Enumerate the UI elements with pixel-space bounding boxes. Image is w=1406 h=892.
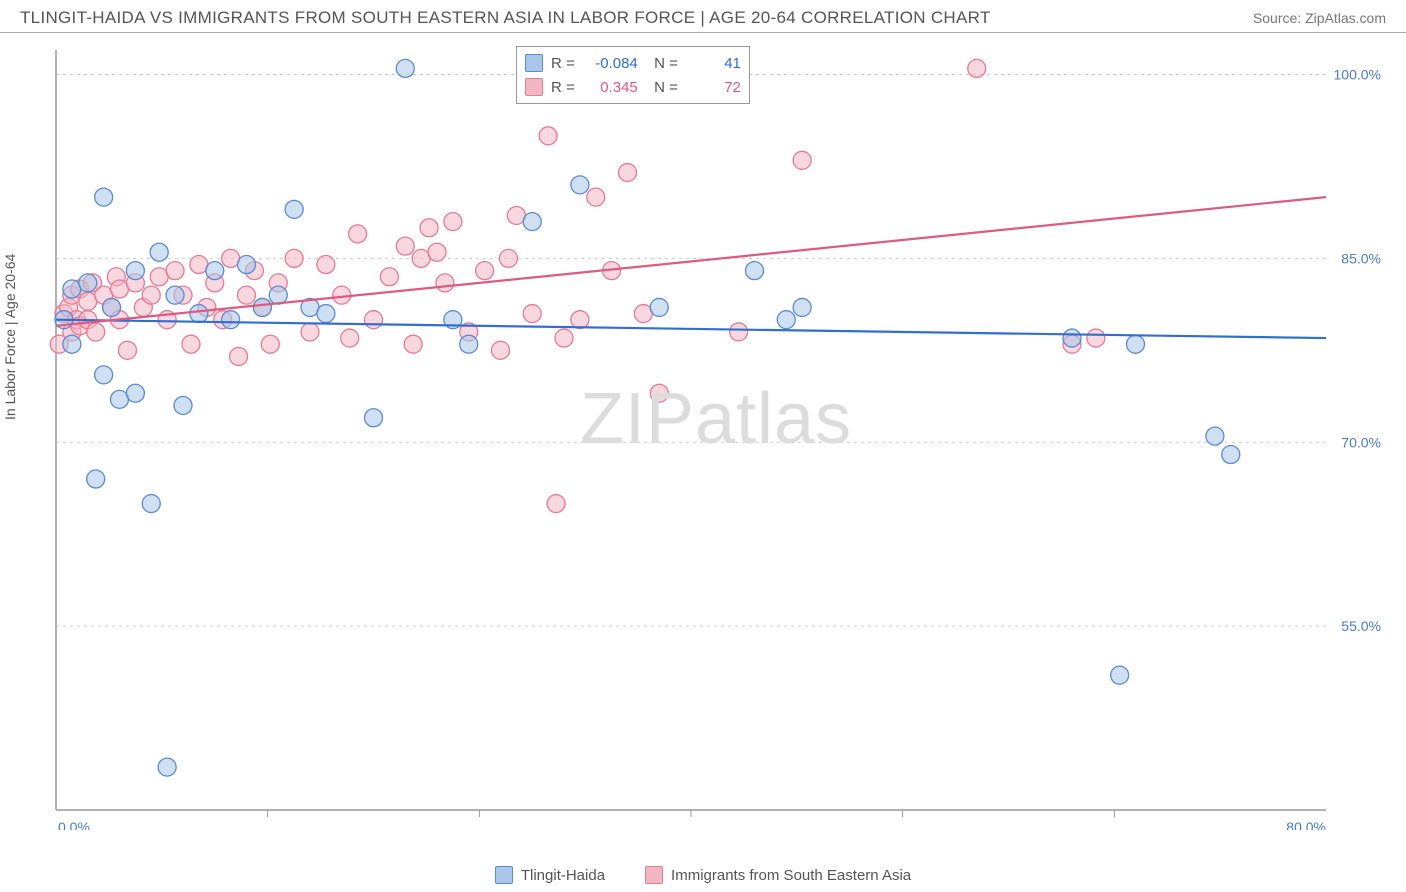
svg-text:80.0%: 80.0% bbox=[1286, 819, 1326, 830]
r-label: R = bbox=[551, 79, 575, 96]
stats-legend: R = -0.084 N = 41 R = 0.345 N = 72 bbox=[516, 46, 750, 104]
svg-text:100.0%: 100.0% bbox=[1334, 67, 1381, 83]
svg-text:55.0%: 55.0% bbox=[1341, 618, 1381, 634]
y-axis-label: In Labor Force | Age 20-64 bbox=[2, 254, 18, 420]
chart-source: Source: ZipAtlas.com bbox=[1253, 10, 1386, 26]
n-value-a: 41 bbox=[686, 55, 741, 72]
chart-header: TLINGIT-HAIDA VS IMMIGRANTS FROM SOUTH E… bbox=[0, 0, 1406, 33]
r-value-a: -0.084 bbox=[583, 55, 638, 72]
chart-svg: 55.0% 70.0% 85.0% 100.0% 0.0% 80.0% bbox=[46, 40, 1386, 830]
chart-plot-area: 55.0%70.0%85.0%100.0%0.0%80.0% ZIPatlas … bbox=[46, 40, 1386, 830]
r-label: R = bbox=[551, 55, 575, 72]
svg-text:85.0%: 85.0% bbox=[1341, 250, 1381, 266]
n-label: N = bbox=[646, 79, 678, 96]
chart-title: TLINGIT-HAIDA VS IMMIGRANTS FROM SOUTH E… bbox=[20, 8, 991, 28]
n-value-b: 72 bbox=[686, 79, 741, 96]
legend-swatch-b bbox=[645, 866, 663, 884]
legend-item-b: Immigrants from South Eastern Asia bbox=[645, 866, 911, 884]
stats-row-a: R = -0.084 N = 41 bbox=[525, 51, 741, 75]
n-label: N = bbox=[646, 55, 678, 72]
stats-row-b: R = 0.345 N = 72 bbox=[525, 75, 741, 99]
svg-text:70.0%: 70.0% bbox=[1341, 434, 1381, 450]
legend-label-b: Immigrants from South Eastern Asia bbox=[671, 867, 911, 884]
legend-label-a: Tlingit-Haida bbox=[521, 867, 605, 884]
r-value-b: 0.345 bbox=[583, 79, 638, 96]
legend-item-a: Tlingit-Haida bbox=[495, 866, 605, 884]
legend-bottom: Tlingit-Haida Immigrants from South East… bbox=[0, 866, 1406, 884]
svg-text:0.0%: 0.0% bbox=[58, 819, 90, 830]
stats-swatch-b bbox=[525, 78, 543, 96]
legend-swatch-a bbox=[495, 866, 513, 884]
stats-swatch-a bbox=[525, 54, 543, 72]
